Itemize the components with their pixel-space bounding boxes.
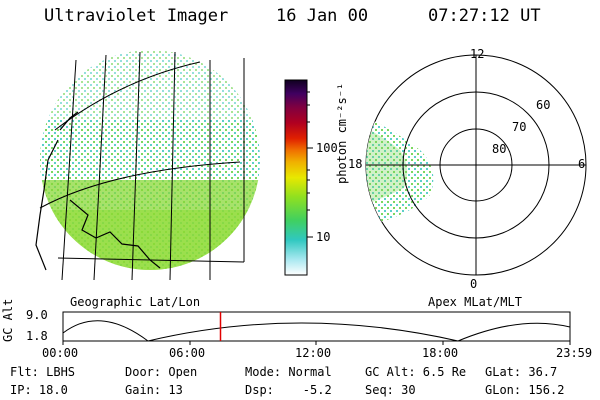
- info-gc-alt: GC Alt: 6.5 Re: [365, 365, 467, 379]
- info-ip: IP: 18.0: [10, 383, 68, 397]
- longitude-lines: [61, 51, 245, 280]
- mlat-label-70: 70: [512, 120, 527, 134]
- time-tick-1200: 12:00: [295, 346, 332, 360]
- info-filter: Flt: LBHS: [10, 365, 76, 379]
- time-tick-0600: 06:00: [169, 346, 206, 360]
- date-label: 16 Jan 00: [276, 6, 369, 26]
- geographic-caption: Geographic Lat/Lon: [70, 295, 201, 309]
- colorbar-ticks: [307, 91, 313, 238]
- mlat-label-60: 60: [536, 98, 551, 112]
- coastline: [35, 111, 161, 271]
- info-seq: Seq: 30: [365, 383, 416, 397]
- colorbar: [284, 79, 308, 276]
- altitude-plot: [62, 311, 571, 345]
- info-dsp: Dsp: -5.2: [245, 383, 332, 397]
- altitude-ytick-max: 9.0: [26, 308, 48, 322]
- instrument-title: Ultraviolet Imager: [44, 6, 229, 26]
- info-gain: Gain: 13: [125, 383, 183, 397]
- info-mode: Mode: Normal: [245, 365, 332, 379]
- altitude-ytick-min: 1.8: [26, 329, 48, 343]
- colorbar-tick-100: 100: [316, 141, 338, 155]
- time-tick-1800: 18:00: [422, 346, 459, 360]
- geographic-image: [35, 50, 260, 280]
- time-axis-ticks: [62, 341, 571, 345]
- info-door: Door: Open: [125, 365, 198, 379]
- altitude-curve: [62, 320, 571, 342]
- latitude-lines: [39, 61, 245, 263]
- info-glon: GLon: 156.2: [485, 383, 565, 397]
- altitude-ylabel: GC Alt: [1, 298, 15, 342]
- polar-plot: [365, 54, 587, 276]
- mlt-label-0: 0: [470, 277, 478, 291]
- colorbar-unit-label: photon cm⁻²s⁻¹: [335, 82, 349, 184]
- time-tick-2359: 23:59: [556, 346, 593, 360]
- colorbar-tick-10: 10: [316, 230, 331, 244]
- info-glat: GLat: 36.7: [485, 365, 558, 379]
- mlt-label-12: 12: [470, 47, 485, 61]
- time-tick-0000: 00:00: [42, 346, 79, 360]
- mlt-label-6: 6: [578, 157, 586, 171]
- apex-caption: Apex MLat/MLT: [428, 295, 522, 309]
- time-label: 07:27:12 UT: [428, 6, 541, 26]
- mlt-label-18: 18: [348, 157, 363, 171]
- mlat-label-80: 80: [492, 142, 507, 156]
